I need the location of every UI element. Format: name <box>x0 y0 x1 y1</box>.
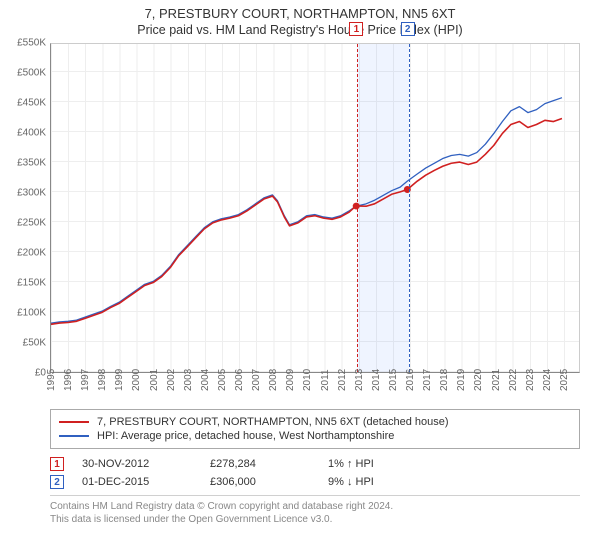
y-tick-label: £100K <box>17 308 46 319</box>
x-tick-label: 1999 <box>114 369 125 391</box>
x-tick-label: 2017 <box>422 369 433 391</box>
series-line-property <box>51 119 562 325</box>
legend-swatch <box>59 435 89 437</box>
legend-item: 7, PRESTBURY COURT, NORTHAMPTON, NN5 6XT… <box>59 416 571 428</box>
data-point <box>353 203 360 210</box>
event-id-box: 2 <box>50 475 64 489</box>
x-tick-label: 2002 <box>166 369 177 391</box>
x-tick-label: 2008 <box>268 369 279 391</box>
page-subtitle: Price paid vs. HM Land Registry's House … <box>10 23 590 37</box>
x-tick-label: 2019 <box>456 369 467 391</box>
page-title: 7, PRESTBURY COURT, NORTHAMPTON, NN5 6XT <box>10 6 590 21</box>
footnote: Contains HM Land Registry data © Crown c… <box>50 500 580 526</box>
y-tick-label: £450K <box>17 98 46 109</box>
x-tick-label: 2001 <box>149 369 160 391</box>
x-tick-label: 2005 <box>217 369 228 391</box>
event-row: 2 01-DEC-2015 £306,000 9% ↓ HPI <box>50 473 580 491</box>
event-delta: 9% ↓ HPI <box>328 476 374 488</box>
chart: £0 £50K £100K £150K £200K £250K £300K £350K £400… <box>10 43 590 403</box>
event-id-box: 1 <box>50 457 64 471</box>
data-point <box>404 186 411 193</box>
x-tick-label: 1995 <box>46 369 57 391</box>
x-tick-label: 1997 <box>80 369 91 391</box>
event-vline <box>357 44 358 372</box>
x-tick-label: 2025 <box>559 369 570 391</box>
event-date: 01-DEC-2015 <box>82 476 192 488</box>
legend-item: HPI: Average price, detached house, West… <box>59 430 571 442</box>
y-tick-label: £200K <box>17 248 46 259</box>
x-tick-label: 2006 <box>234 369 245 391</box>
event-marker: 1 <box>349 22 363 36</box>
x-tick-label: 2014 <box>371 369 382 391</box>
x-tick-label: 2003 <box>183 369 194 391</box>
event-price: £278,284 <box>210 458 310 470</box>
legend-label: HPI: Average price, detached house, West… <box>97 430 394 442</box>
event-date: 30-NOV-2012 <box>82 458 192 470</box>
x-tick-label: 2012 <box>337 369 348 391</box>
legend: 7, PRESTBURY COURT, NORTHAMPTON, NN5 6XT… <box>50 409 580 449</box>
footnote-line: This data is licensed under the Open Gov… <box>50 514 332 525</box>
x-tick-label: 2015 <box>388 369 399 391</box>
event-price: £306,000 <box>210 476 310 488</box>
x-tick-label: 2004 <box>200 369 211 391</box>
y-tick-label: £250K <box>17 218 46 229</box>
y-tick-label: £150K <box>17 278 46 289</box>
plot-area: 12 <box>50 43 580 373</box>
event-delta: 1% ↑ HPI <box>328 458 374 470</box>
x-tick-label: 1996 <box>63 369 74 391</box>
x-tick-label: 2023 <box>525 369 536 391</box>
y-tick-label: £50K <box>23 338 46 349</box>
x-tick-label: 2000 <box>131 369 142 391</box>
x-tick-label: 2007 <box>251 369 262 391</box>
event-marker: 2 <box>401 22 415 36</box>
x-tick-label: 2021 <box>491 369 502 391</box>
divider <box>50 495 580 496</box>
x-tick-label: 2022 <box>508 369 519 391</box>
x-tick-label: 2013 <box>354 369 365 391</box>
x-tick-label: 2011 <box>320 369 331 391</box>
legend-label: 7, PRESTBURY COURT, NORTHAMPTON, NN5 6XT… <box>97 416 449 428</box>
event-vline <box>409 44 410 372</box>
x-tick-label: 2020 <box>473 369 484 391</box>
x-tick-label: 2016 <box>405 369 416 391</box>
y-tick-label: £300K <box>17 188 46 199</box>
series-line-hpi <box>51 98 562 323</box>
events-table: 1 30-NOV-2012 £278,284 1% ↑ HPI 2 01-DEC-2015… <box>50 455 580 491</box>
legend-swatch <box>59 421 89 423</box>
x-tick-label: 2024 <box>542 369 553 391</box>
y-tick-label: £550K <box>17 38 46 49</box>
x-tick-label: 2010 <box>302 369 313 391</box>
x-tick-label: 2018 <box>439 369 450 391</box>
x-tick-label: 1998 <box>97 369 108 391</box>
footnote-line: Contains HM Land Registry data © Crown c… <box>50 501 393 512</box>
x-axis: 1995199619971998199920002001200220032004… <box>50 373 580 403</box>
y-tick-label: £400K <box>17 128 46 139</box>
y-tick-label: £0 <box>35 368 46 379</box>
y-tick-label: £500K <box>17 68 46 79</box>
event-row: 1 30-NOV-2012 £278,284 1% ↑ HPI <box>50 455 580 473</box>
y-axis: £0£50K£100K£150K£200K£250K£300K£350K£400… <box>10 43 50 373</box>
x-tick-label: 2009 <box>285 369 296 391</box>
y-tick-label: £350K <box>17 158 46 169</box>
